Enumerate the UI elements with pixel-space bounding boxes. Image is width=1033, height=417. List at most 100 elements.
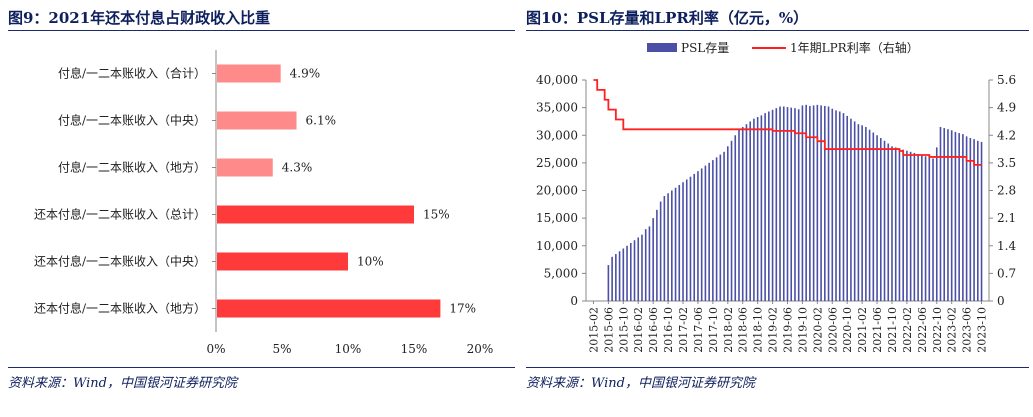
x-tick-label: 2015-02 [587, 307, 600, 353]
psl-bar [734, 135, 737, 301]
right-title-rule [526, 30, 1029, 31]
psl-bar [805, 104, 807, 301]
psl-bar [906, 150, 908, 301]
left-y-tick-label: 15,000 [536, 211, 578, 225]
psl-bar [924, 156, 927, 301]
left-y-tick-label: 35,000 [536, 101, 578, 115]
psl-bar [663, 196, 666, 301]
right-chart-title: 图10：PSL存量和LPR利率（亿元，%） [526, 9, 809, 27]
psl-bar [775, 108, 778, 302]
psl-bar [637, 237, 640, 301]
psl-bar [891, 146, 893, 301]
psl-bar [842, 113, 845, 302]
psl-bar [760, 115, 763, 301]
bar-value-label: 4.9% [290, 67, 321, 81]
left-bar-chart: 付息/一二本账收入（合计） 4.9% 付息/一二本账收入（中央） 6.1% 付息/一二本… [34, 50, 493, 356]
x-tick-label: 2019-06 [782, 307, 795, 353]
psl-bar [913, 152, 916, 301]
psl-bar [738, 129, 740, 301]
psl-bar [827, 106, 830, 302]
psl-bar [950, 130, 953, 301]
psl-bar [850, 118, 852, 301]
x-tick-label: 2017-06 [692, 307, 705, 353]
psl-bar [633, 240, 636, 301]
psl-bar [715, 157, 718, 301]
bar [217, 111, 297, 130]
psl-bar [730, 140, 733, 301]
psl-bar [794, 108, 796, 302]
category-label: 付息/一二本账收入（地方） [58, 160, 206, 175]
x-tick-label: 2023-10 [976, 307, 989, 353]
x-tick-label: 2020-02 [811, 307, 824, 353]
bar [217, 205, 414, 224]
left-source-note: 资料来源：Wind，中国银河证券研究院 [8, 376, 237, 391]
psl-bar [749, 121, 751, 301]
psl-bar [723, 151, 725, 301]
psl-bar [812, 105, 815, 301]
category-label: 还本付息/一二本账收入（总计） [34, 207, 206, 222]
psl-bar [693, 173, 696, 301]
psl-bar [797, 109, 800, 301]
psl-bar [954, 131, 957, 301]
legend-lpr-label: 1年期LPR利率（右轴） [790, 40, 919, 55]
legend-psl-label: PSL存量 [681, 41, 729, 55]
x-tick-label: 2023-06 [961, 307, 974, 353]
psl-bar [958, 133, 960, 301]
x-tick-label: 2016-02 [632, 307, 645, 353]
x-tick-label: 2021-10 [886, 307, 899, 353]
right-psl-lpr-chart: 0 5,000 10,000 15,000 20,000 25,000 30,000 35,0… [536, 40, 1016, 353]
psl-bar [667, 193, 669, 301]
right-y-tick-label: 5.6 [997, 73, 1016, 87]
psl-bar [820, 105, 822, 301]
x-tick-label: 2018-10 [752, 307, 765, 353]
psl-bar [629, 242, 632, 301]
psl-bar [712, 160, 714, 301]
psl-bar [868, 129, 871, 301]
x-tick-label: 15% [401, 342, 428, 356]
x-tick-label: 2022-06 [916, 307, 929, 353]
psl-bar [771, 109, 774, 302]
psl-bar [652, 218, 654, 301]
psl-bar [685, 179, 688, 301]
right-y-tick-label: 4.2 [997, 128, 1016, 142]
psl-bar [909, 151, 912, 301]
psl-bar [641, 234, 643, 301]
psl-bar [973, 139, 975, 301]
left-y-tick-label: 10,000 [536, 239, 578, 253]
x-tick-label: 2015-06 [602, 307, 615, 353]
psl-bar [943, 128, 946, 301]
psl-bar [689, 176, 692, 301]
psl-bar [962, 134, 964, 301]
psl-bar [980, 141, 983, 301]
x-tick-label: 2019-02 [767, 307, 780, 353]
x-tick-label: 5% [272, 342, 291, 356]
x-tick-label: 2021-06 [871, 307, 884, 353]
left-y-tick-label: 40,000 [536, 73, 578, 87]
psl-bar [879, 138, 882, 301]
x-tick-label: 2020-10 [841, 307, 854, 353]
psl-bar [835, 110, 837, 301]
x-tick-label: 2019-10 [796, 307, 809, 353]
psl-bar [622, 248, 625, 301]
right-source-rule [526, 367, 1029, 368]
bar [217, 158, 273, 177]
x-tick-label: 2018-02 [722, 307, 735, 353]
right-y-tick-label: 0.7 [997, 266, 1016, 280]
psl-bar [626, 245, 628, 301]
category-label: 还本付息/一二本账收入（中央） [34, 254, 206, 269]
psl-bar [921, 155, 923, 301]
x-tick-label: 2020-06 [826, 307, 839, 353]
left-y-tick-label: 20,000 [536, 184, 578, 198]
psl-bar [678, 184, 681, 301]
psl-bar [857, 124, 860, 301]
x-tick-label: 2015-10 [617, 307, 630, 353]
psl-bar [809, 105, 811, 301]
psl-bar [782, 106, 785, 302]
psl-bar [659, 201, 662, 301]
psl-bar [697, 171, 699, 301]
psl-bar [887, 143, 890, 301]
psl-bar [779, 106, 781, 302]
psl-bar [876, 135, 878, 301]
psl-bar [816, 104, 819, 301]
psl-bar [935, 147, 938, 301]
